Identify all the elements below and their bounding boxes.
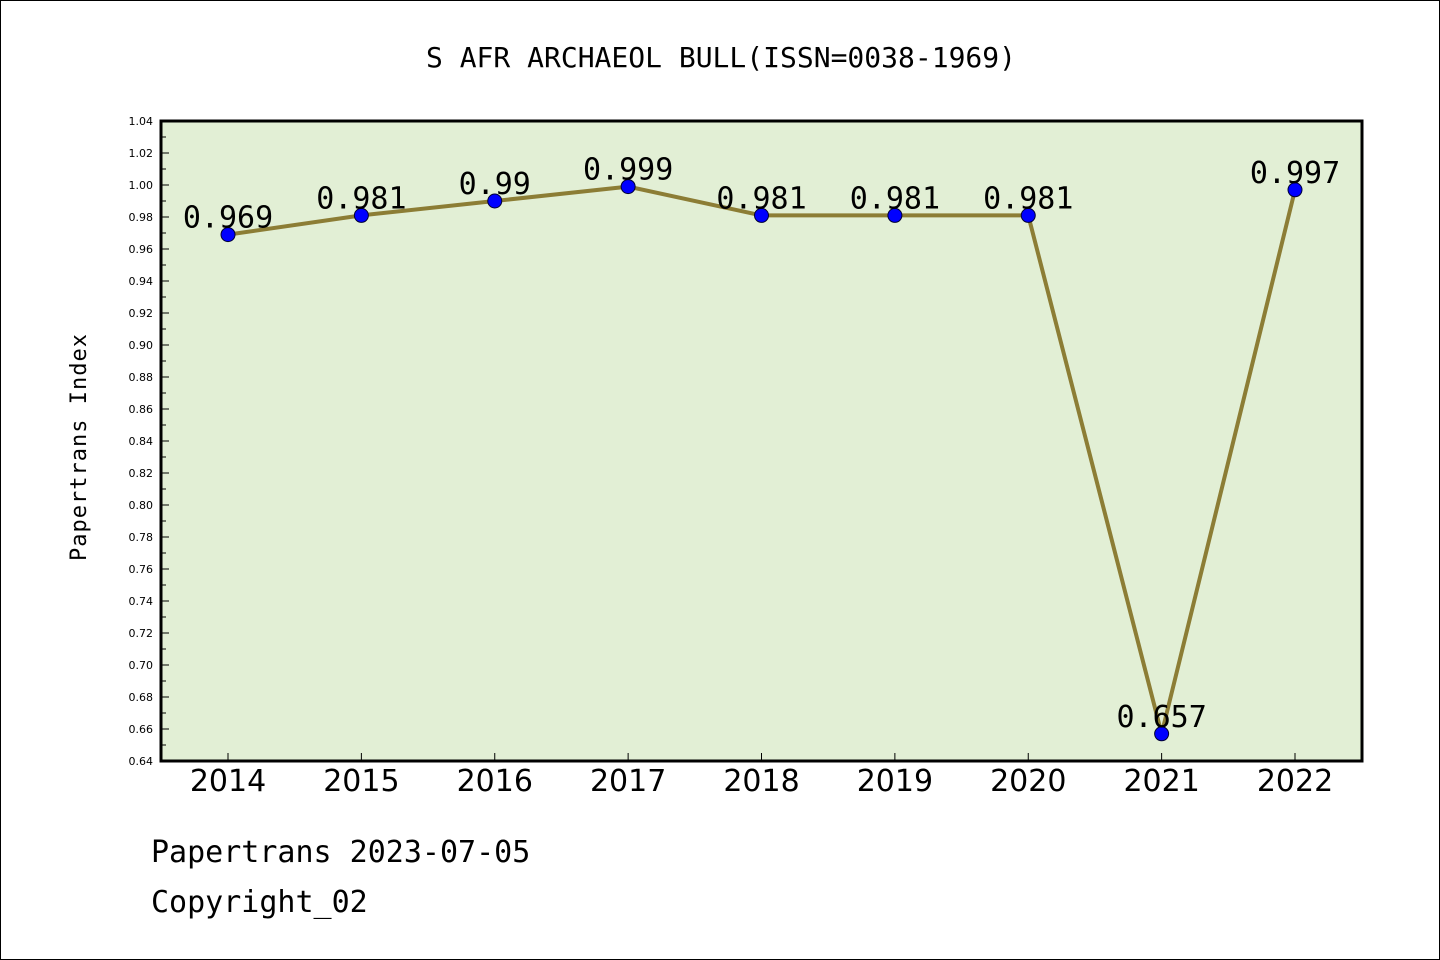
y-tick-label: 0.70 [129,659,154,672]
y-tick-label: 0.88 [129,371,154,384]
chart-title: S AFR ARCHAEOL BULL(ISSN=0038-1969) [426,41,1016,74]
data-label: 0.969 [183,201,273,236]
plot-frame [159,119,1364,763]
data-point [754,207,769,223]
x-tick-label: 2016 [457,764,533,799]
y-axis: 0.64 0.66 0.68 0.70 0.72 0.74 0.76 0.78 0.80 0.82… [129,115,169,768]
y-tick-label: 0.96 [129,243,154,256]
x-tick-label: 2017 [590,764,666,799]
y-tick-label: 0.98 [129,211,154,224]
y-tick-label: 0.92 [129,307,154,320]
x-tick-label: 2019 [857,764,933,799]
x-tick-label: 2014 [190,764,266,799]
y-tick-label: 1.04 [129,115,154,128]
y-tick-label: 0.72 [129,627,154,640]
x-tick-label: 2018 [723,764,799,799]
y-tick-label: 0.90 [129,339,154,352]
y-axis-label: Papertrans Index [67,333,92,561]
data-label: 0.657 [1116,700,1206,735]
data-label: 0.981 [716,181,806,216]
data-point [1020,207,1036,223]
y-tick-label: 0.68 [129,691,154,704]
data-label: 0.981 [983,181,1073,216]
data-label: 0.981 [850,181,940,216]
y-tick-label: 0.94 [129,275,154,288]
x-tick-label: 2021 [1123,764,1199,799]
data-point [1287,182,1303,198]
y-tick-label: 0.80 [129,499,154,512]
y-tick-label: 0.76 [129,563,154,576]
data-point [620,179,636,195]
footer-copyright: Copyright_02 [151,885,368,920]
y-tick-label: 0.82 [129,467,154,480]
x-tick-label: 2020 [990,764,1066,799]
y-tick-label: 0.74 [129,595,154,608]
data-point [220,227,236,243]
data-label: 0.99 [459,167,531,202]
data-point [887,207,903,223]
data-point [487,193,503,209]
data-label: 0.981 [316,181,406,216]
y-tick-label: 0.84 [129,435,154,448]
y-tick-label: 0.78 [129,531,154,544]
plot-area [161,121,1362,761]
x-tick-label: 2022 [1257,764,1333,799]
data-point [353,207,369,223]
y-tick-label: 0.66 [129,723,154,736]
y-tick-label: 1.00 [129,179,154,192]
y-tick-label: 0.64 [129,755,154,768]
data-point [1154,726,1170,742]
x-axis: 2014 2015 2016 2017 2018 2019 2020 2021 2022 [190,753,1333,799]
data-label: 0.997 [1250,156,1340,191]
y-tick-label: 1.02 [129,147,154,160]
x-tick-label: 2015 [323,764,399,799]
series-layer: 0.969 0.981 0.99 0.999 0.981 0.981 0.981 0.657 0… [183,153,1340,742]
data-label: 0.999 [583,153,673,188]
footer-date-line: Papertrans 2023-07-05 [151,835,531,870]
y-tick-label: 0.86 [129,403,154,416]
